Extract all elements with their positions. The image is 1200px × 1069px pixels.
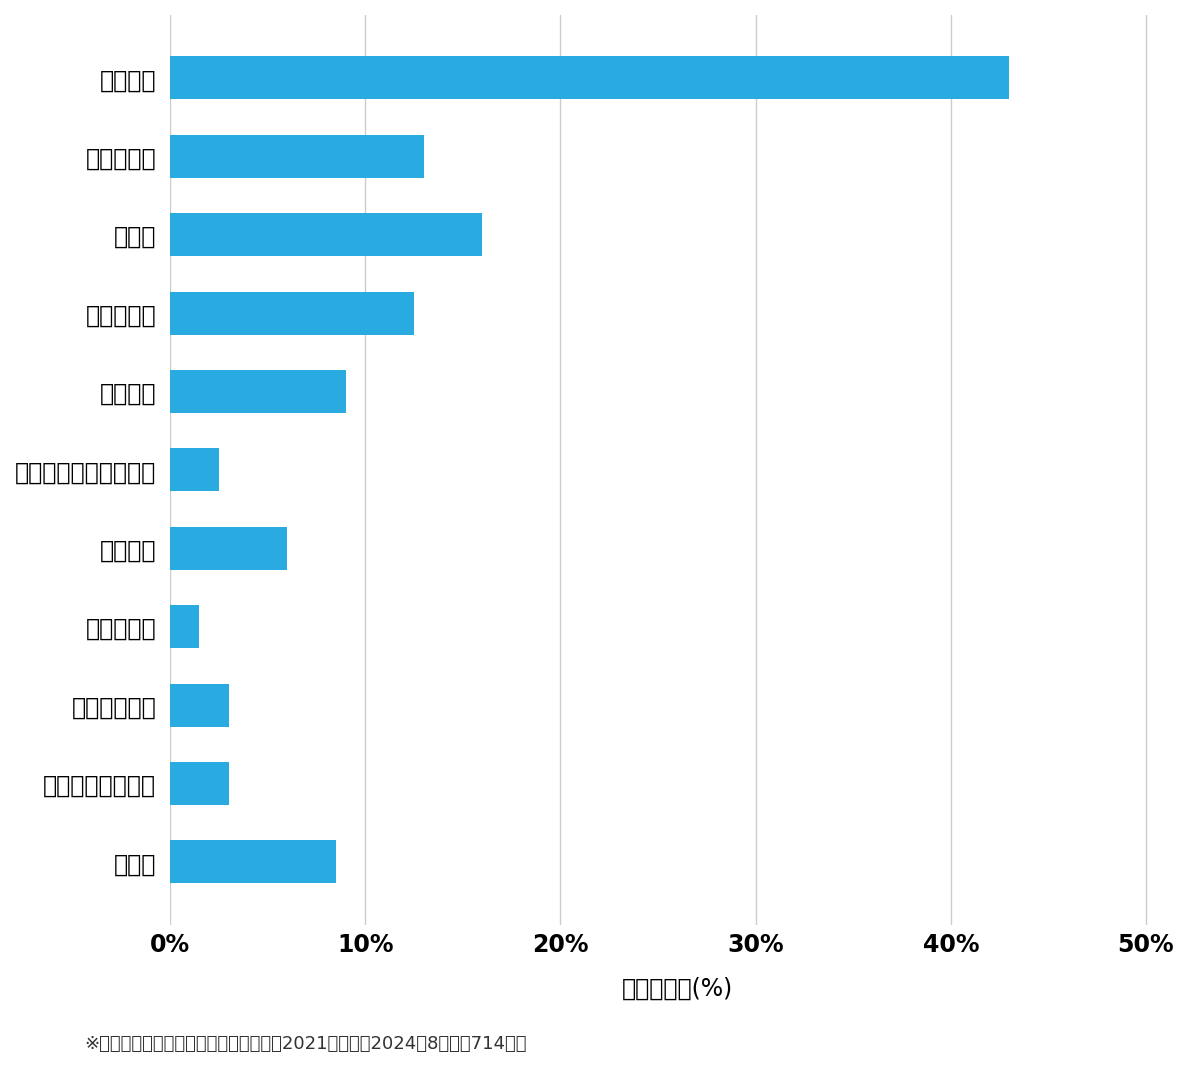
Bar [170, 213, 482, 257]
Bar [170, 292, 414, 335]
Bar [170, 605, 199, 648]
Bar [170, 762, 229, 805]
Bar [170, 57, 1009, 99]
Bar [170, 135, 424, 177]
Text: ※弊社受付の案件を対象に集計（期間：2021年１月〜2024年8月、計714件）: ※弊社受付の案件を対象に集計（期間：2021年１月〜2024年8月、計714件） [84, 1035, 527, 1053]
Bar [170, 840, 336, 883]
Bar [170, 527, 287, 570]
Bar [170, 683, 229, 727]
Bar [170, 448, 218, 492]
X-axis label: 件数の割合(%): 件数の割合(%) [622, 977, 733, 1001]
Bar [170, 370, 346, 413]
